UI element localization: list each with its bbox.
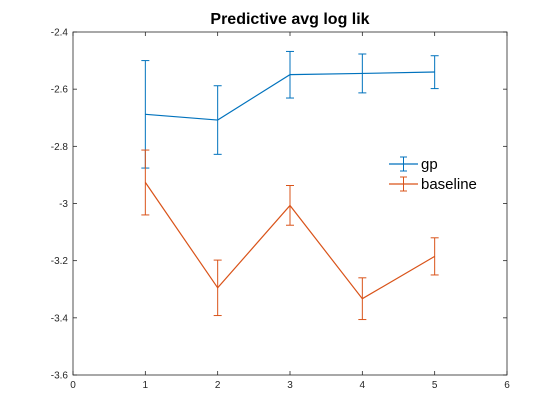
series-layer: [141, 50, 439, 321]
y-tick-label: -3.4: [51, 313, 69, 324]
x-tick-label: 0: [70, 380, 76, 391]
error-bar-baseline: [286, 184, 294, 226]
chart-title: Predictive avg log lik: [210, 11, 369, 28]
legend: gp baseline: [389, 156, 477, 193]
y-tick-label: -2.8: [51, 142, 69, 153]
legend-label: gp: [421, 156, 438, 173]
error-bar-gp: [358, 53, 367, 94]
error-bar-baseline: [358, 277, 367, 321]
legend-entry-gp: gp: [389, 156, 438, 173]
legend-label: baseline: [421, 176, 477, 193]
x-tick-label: 3: [287, 380, 293, 391]
legend-entry-baseline: baseline: [389, 176, 477, 193]
error-bar-gp: [213, 85, 222, 155]
y-tick-label: -3: [59, 199, 68, 210]
series-baseline: [141, 149, 439, 321]
error-bar-baseline: [430, 237, 439, 276]
error-bar-baseline: [213, 259, 222, 317]
x-tick-label: 4: [360, 380, 366, 391]
error-bar-gp: [430, 55, 439, 90]
y-tick-label: -3.6: [51, 371, 69, 382]
x-tick-label: 6: [504, 380, 510, 391]
x-tick-label: 5: [432, 380, 438, 391]
x-tick-label: 2: [215, 380, 221, 391]
y-tick-label: -3.2: [51, 256, 69, 267]
error-bar-baseline: [141, 149, 150, 216]
error-bar-gp: [286, 50, 294, 99]
axes: 0 1 2 3 4 5 6 -3.6 -3.4 -3.2 -3 -2.8 -2.6 -2.4: [51, 28, 510, 392]
series-gp: [141, 50, 439, 169]
y-tick-label: -2.4: [51, 28, 69, 39]
y-tick-label: -2.6: [51, 85, 69, 96]
x-tick-label: 1: [143, 380, 149, 391]
